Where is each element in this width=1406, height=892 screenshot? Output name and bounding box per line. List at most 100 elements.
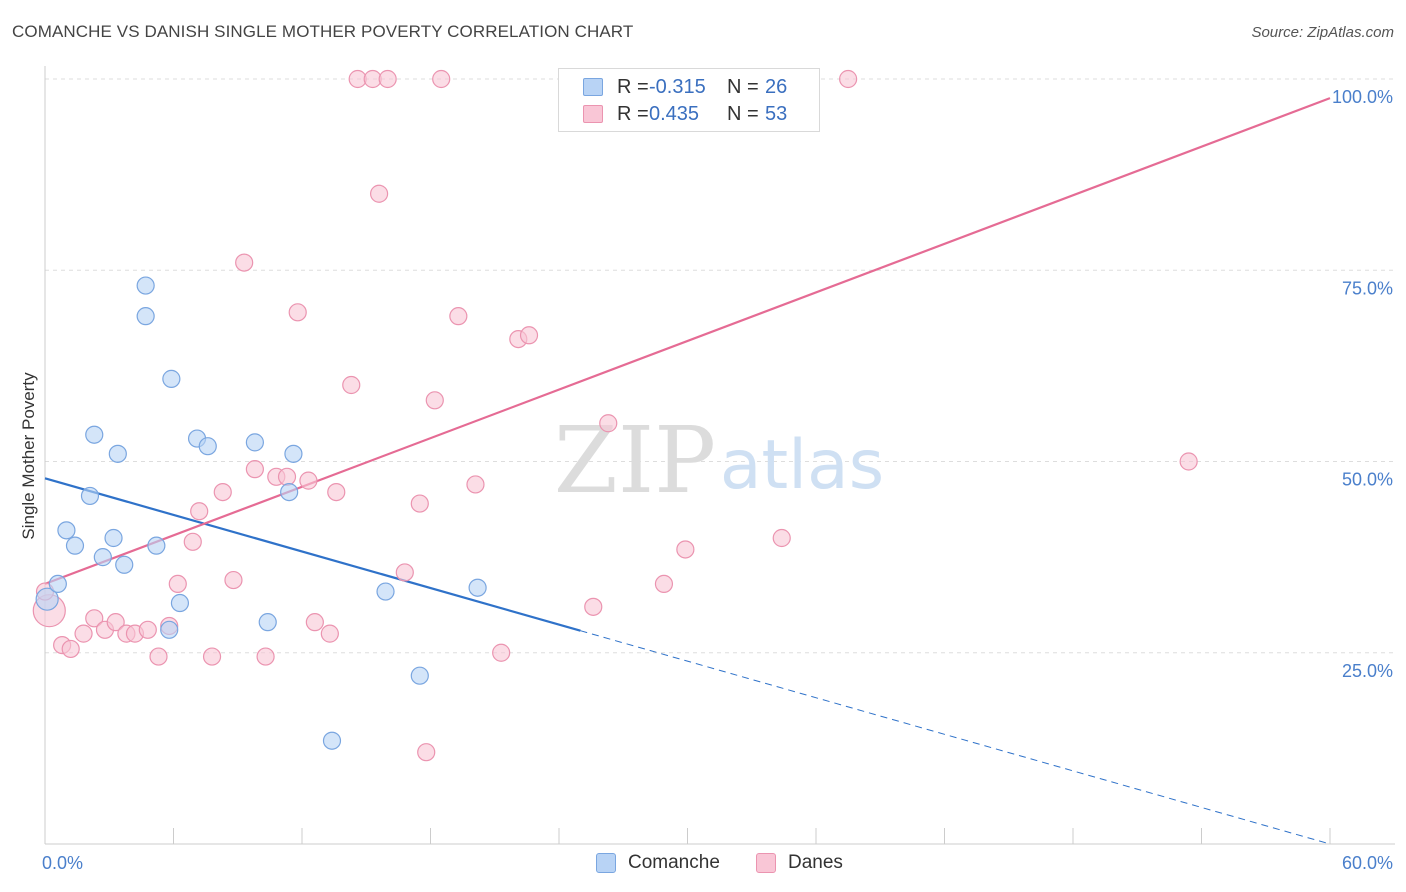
- r-value: -0.315: [649, 75, 706, 98]
- comanche-point: [35, 587, 59, 611]
- danes-point: [584, 597, 603, 616]
- danes-point: [378, 69, 397, 89]
- danes-point: [168, 574, 187, 594]
- danes-point: [213, 483, 232, 502]
- danes-point: [245, 460, 264, 479]
- comanche-point: [147, 536, 166, 555]
- trend-lines: [44, 97, 1331, 845]
- comanche-point: [104, 528, 123, 548]
- danes-legend-label: Danes: [788, 852, 843, 873]
- comanche-point: [284, 444, 303, 463]
- danes-point: [277, 467, 297, 486]
- r-value: 0.435: [649, 102, 700, 125]
- danes-point: [839, 69, 858, 89]
- danes-point: [85, 609, 104, 628]
- comanche-point: [48, 574, 67, 594]
- y-tick-label: 100.0%: [1332, 87, 1393, 107]
- tick-labels: 25.0% 50.0% 75.0% 100.0% 0.0% 60.0%: [42, 87, 1393, 873]
- comanche-point: [468, 578, 487, 597]
- danes-point: [492, 643, 511, 662]
- comanche-trend-line: [44, 477, 581, 632]
- danes-trend-line: [44, 97, 1331, 585]
- danes-point: [370, 184, 389, 203]
- source-label: Source: ZipAtlas.com: [1251, 24, 1394, 41]
- comanche-point: [57, 521, 76, 540]
- watermark: ZIP atlas: [554, 407, 884, 514]
- danes-point: [410, 494, 429, 513]
- comanche-point: [198, 437, 217, 456]
- danes-point: [74, 624, 93, 643]
- comanche-point: [322, 731, 342, 750]
- n-value: 26: [765, 75, 788, 98]
- danes-point: [772, 528, 791, 548]
- danes-point: [299, 471, 318, 490]
- n-value: 53: [765, 102, 788, 125]
- comanche-point: [160, 620, 179, 639]
- danes-point: [305, 613, 324, 632]
- watermark-atlas: atlas: [720, 426, 884, 505]
- n-label: N =: [727, 75, 759, 98]
- danes-legend-swatch: [756, 853, 776, 873]
- danes-point: [138, 620, 157, 639]
- legend-row-comanche: R = -0.315 N = 26: [583, 75, 787, 99]
- y-tick-label: 75.0%: [1342, 278, 1393, 298]
- comanche-point: [258, 613, 277, 632]
- danes-point: [449, 307, 468, 326]
- r-label: R =: [617, 102, 649, 125]
- y-axis-label: Single Mother Poverty: [19, 372, 38, 540]
- chart-title: COMANCHE VS DANISH SINGLE MOTHER POVERTY…: [12, 22, 634, 41]
- correlation-legend: R = -0.315 N = 26 R = 0.435 N = 53: [558, 68, 820, 132]
- danes-point: [256, 647, 275, 666]
- comanche-swatch: [583, 78, 603, 96]
- danes-point: [183, 532, 202, 551]
- comanche-point: [108, 444, 127, 463]
- comanche-point: [136, 276, 155, 295]
- r-label: R =: [617, 75, 649, 98]
- danes-point: [320, 624, 339, 643]
- danes-point: [342, 375, 361, 395]
- danes-point: [432, 69, 451, 89]
- danes-point: [327, 483, 346, 502]
- comanche-point: [93, 548, 112, 567]
- gridlines: [45, 78, 1395, 654]
- danes-point: [235, 253, 254, 272]
- comanche-legend-label: Comanche: [628, 852, 720, 873]
- axes: [44, 66, 1395, 845]
- danes-point: [1179, 452, 1198, 471]
- legend-row-danes: R = 0.435 N = 53: [583, 102, 787, 126]
- x-tick-label: 60.0%: [1342, 853, 1393, 873]
- danes-point: [466, 475, 485, 494]
- comanche-point: [136, 307, 155, 326]
- danes-point: [599, 414, 618, 433]
- comanche-point: [85, 425, 104, 444]
- danes-swatch: [583, 105, 603, 123]
- legend-item-comanche[interactable]: Comanche: [596, 852, 720, 874]
- comanche-point: [80, 486, 100, 506]
- comanche-trend-extension: [580, 630, 1331, 845]
- danes-point: [676, 540, 695, 559]
- danes-point: [106, 613, 125, 632]
- danes-point: [224, 570, 243, 590]
- danes-point: [288, 303, 307, 322]
- comanche-point: [245, 433, 264, 452]
- n-label: N =: [727, 102, 759, 125]
- danes-point: [202, 647, 222, 666]
- comanche-point: [410, 666, 429, 685]
- comanche-point: [65, 536, 85, 555]
- y-tick-label: 25.0%: [1342, 661, 1393, 681]
- danes-point: [61, 639, 80, 659]
- data-points: [32, 69, 1198, 762]
- x-tick-label: 0.0%: [42, 853, 83, 873]
- danes-point: [190, 502, 209, 521]
- comanche-legend-swatch: [596, 853, 616, 873]
- danes-point: [417, 743, 436, 762]
- danes-point: [425, 391, 444, 410]
- comanche-point: [162, 369, 181, 388]
- watermark-zip: ZIP: [554, 407, 716, 514]
- comanche-point: [280, 483, 299, 502]
- legend-item-danes[interactable]: Danes: [756, 852, 843, 874]
- comanche-point: [376, 582, 395, 601]
- comanche-point: [115, 555, 134, 574]
- danes-point: [654, 574, 674, 594]
